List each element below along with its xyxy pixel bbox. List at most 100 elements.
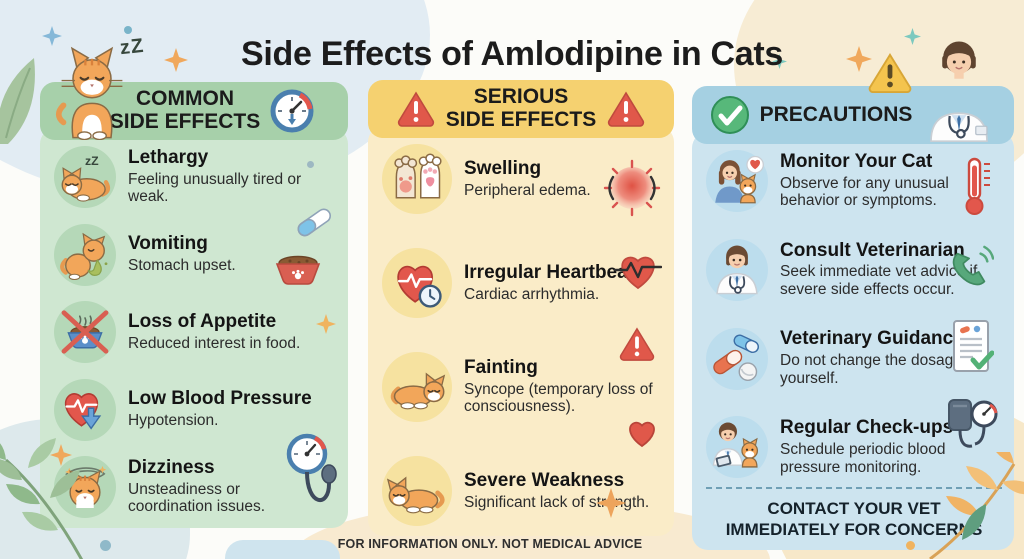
- item-title: Consult Veterinarian: [780, 239, 965, 261]
- page-title: Side Effects of Amlodipine in Cats: [240, 34, 784, 73]
- item-consult-veterinarian: Consult Veterinarian Seek immediate vet …: [706, 238, 1002, 301]
- sparkle-icon: [42, 26, 62, 46]
- item-regular-checkups: Regular Check-ups Schedule periodic bloo…: [706, 416, 1002, 479]
- item-lethargy: zZ Lethargy Feeling unusually tired or w…: [54, 146, 336, 208]
- item-desc: Seek immediate vet advice if severe side…: [780, 263, 978, 299]
- item-desc: Reduced interest in food.: [128, 334, 301, 352]
- item-desc: Do not change the dosage yourself.: [780, 352, 962, 388]
- disclaimer-text: FOR INFORMATION ONLY. NOT MEDICAL ADVICE: [337, 537, 643, 551]
- vet-with-cat-icon: [706, 416, 768, 479]
- sparkle-icon: [164, 48, 188, 72]
- item-vomiting: Vomiting Stomach upset.: [54, 223, 336, 286]
- item-title: Dizziness: [128, 456, 215, 478]
- phone-icon: [952, 245, 994, 286]
- item-fainting: Fainting Syncope (temporary loss of cons…: [382, 352, 662, 422]
- precautions-header-title: PRECAUTIONS: [759, 102, 913, 127]
- item-desc: Unsteadiness or coordination issues.: [128, 480, 265, 516]
- item-swelling: Swelling Peripheral edema.: [382, 144, 662, 214]
- item-severe-weakness: Severe Weakness Significant lack of stre…: [382, 456, 662, 526]
- bp-gauge-icon: [286, 433, 337, 502]
- header-line: SERIOUS: [473, 85, 569, 109]
- weak-cat-icon: [382, 456, 452, 526]
- warning-triangle-yellow-icon: [868, 53, 912, 94]
- serious-body: Swelling Peripheral edema. Irregular Hea…: [368, 126, 674, 536]
- heart-ecg-clock-icon: [382, 248, 452, 318]
- callout-line: IMMEDIATELY FOR CONCERNS: [725, 519, 983, 539]
- serious-side-effects-panel: SERIOUS SIDE EFFECTS: [368, 80, 674, 536]
- bp-monitor-icon: [948, 399, 998, 448]
- item-title: Monitor Your Cat: [780, 150, 933, 172]
- serious-header-title: SERIOUS SIDE EFFECTS: [446, 86, 597, 131]
- background-blob: [225, 540, 340, 559]
- sparkle-icon: [846, 46, 872, 72]
- item-low-blood-pressure: Low Blood Pressure Hypotension.: [54, 378, 336, 441]
- warning-triangle-icon: [397, 91, 434, 127]
- serious-header: SERIOUS SIDE EFFECTS: [368, 80, 674, 138]
- item-title: Severe Weakness: [464, 469, 625, 491]
- no-food-bowl-icon: [54, 301, 116, 363]
- swelling-blob-icon: [603, 159, 661, 217]
- item-irregular-heartbeat: Irregular Heartbeat Cardiac arrhythmia.: [382, 248, 662, 318]
- sparkle-icon: [596, 488, 626, 518]
- sleeping-cat-icon: zZ: [54, 146, 116, 208]
- sleep-zzz: zZ: [85, 154, 99, 168]
- common-side-effects-panel: COMMON SIDE EFFECTS zZ: [40, 46, 348, 528]
- dot-decoration: [906, 541, 915, 550]
- item-desc: Significant lack of strength.: [464, 493, 650, 511]
- leaf-icon: [0, 58, 35, 144]
- item-title: Low Blood Pressure: [128, 388, 312, 410]
- dot-decoration: [100, 540, 111, 551]
- item-title: Loss of Appetite: [128, 310, 277, 332]
- common-header: COMMON SIDE EFFECTS: [40, 46, 348, 140]
- low-bp-heart-icon: [54, 378, 116, 441]
- warning-triangle-icon: [619, 327, 655, 361]
- pill-capsule-icon: [297, 208, 332, 237]
- vomiting-cat-icon: [54, 223, 116, 286]
- header-line: PRECAUTIONS: [759, 102, 913, 126]
- fainting-cat-icon: [382, 352, 452, 422]
- leaves-decoration: [929, 452, 1024, 559]
- sparkle-icon: [316, 314, 336, 334]
- dot-decoration: [124, 26, 132, 34]
- callout-line: CONTACT YOUR VET: [767, 498, 941, 518]
- precautions-body: Monitor Your Cat Observe for any unusual…: [692, 132, 1014, 550]
- item-title: Veterinary Guidance: [780, 328, 964, 350]
- sparkle-icon: [50, 444, 72, 466]
- check-circle-icon: [710, 96, 749, 134]
- item-title: Swelling: [464, 157, 542, 179]
- item-desc: Hypotension.: [128, 412, 219, 430]
- thermometer-icon: [965, 157, 990, 215]
- document-check-icon: [953, 320, 994, 372]
- common-header-title: COMMON SIDE EFFECTS: [110, 88, 261, 133]
- item-desc: Cardiac arrhythmia.: [464, 285, 600, 303]
- item-desc: Observe for any unusual behavior or symp…: [780, 174, 949, 210]
- sitting-cat-icon: [55, 46, 123, 140]
- header-line: SIDE EFFECTS: [109, 110, 261, 133]
- item-desc: Schedule periodic blood pressure monitor…: [780, 441, 946, 476]
- precautions-panel: PRECAUTIONS: [692, 41, 1014, 550]
- heart-icon: [629, 421, 655, 448]
- item-desc: Syncope (temporary loss of consciousness…: [464, 380, 653, 416]
- leaves-decoration: [0, 438, 84, 559]
- item-desc: Peripheral edema.: [464, 181, 591, 199]
- item-title: Lethargy: [128, 146, 209, 168]
- veterinarian-illustration: [930, 41, 988, 143]
- item-desc: Stomach upset.: [128, 257, 236, 275]
- contact-vet-callout: CONTACT YOUR VET IMMEDIATELY FOR CONCERN…: [706, 486, 1002, 541]
- owner-with-cat-icon: [706, 150, 768, 212]
- item-desc: Feeling unusually tired or weak.: [128, 170, 302, 206]
- ecg-heart-icon: [614, 256, 662, 290]
- header-line: SIDE EFFECTS: [445, 108, 597, 131]
- item-title: Fainting: [464, 356, 538, 378]
- medication-pills-icon: [706, 327, 768, 390]
- precautions-header: PRECAUTIONS: [692, 41, 1014, 144]
- item-monitor-your-cat: Monitor Your Cat Observe for any unusual…: [706, 150, 1002, 212]
- item-loss-of-appetite: Loss of Appetite Reduced interest in foo…: [54, 301, 336, 363]
- warning-triangle-icon: [608, 91, 645, 127]
- item-title: Regular Check-ups: [780, 417, 954, 439]
- swollen-paws-icon: [382, 144, 452, 214]
- dot-decoration: [307, 161, 314, 168]
- sparkle-icon: [904, 28, 921, 45]
- item-title: Vomiting: [128, 233, 208, 255]
